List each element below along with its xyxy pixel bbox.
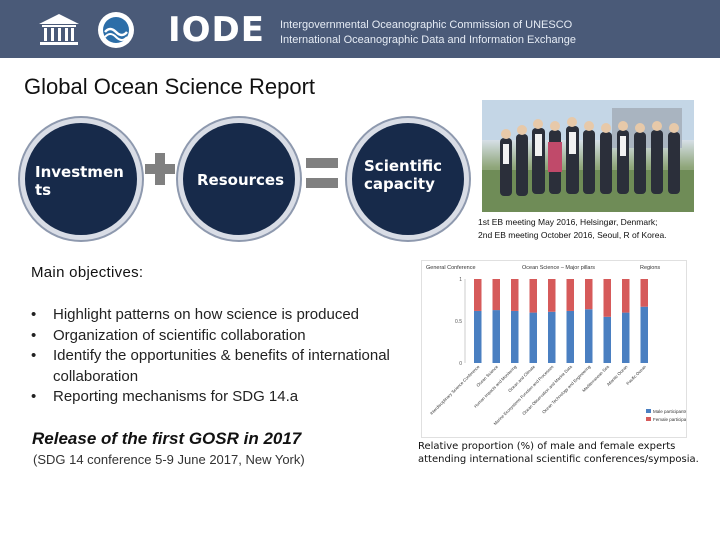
equals-icon xyxy=(306,158,338,188)
chart-group-label-regions: Regions xyxy=(640,265,660,271)
chart-bar-male xyxy=(566,310,574,363)
header-text: Intergovernmental Oceanographic Commissi… xyxy=(280,18,576,48)
objective-item: Organization of scientific collaboration xyxy=(31,326,431,347)
chart-bar-male xyxy=(492,310,500,363)
participants-chart: General Conference Ocean Science – Major … xyxy=(421,260,693,438)
chart-svg: General Conference Ocean Science – Major … xyxy=(426,265,693,426)
chart-legend-label-female: Female participants xyxy=(653,417,686,422)
chart-bar-male xyxy=(640,306,648,363)
objective-item: Reporting mechanisms for SDG 14.a xyxy=(31,387,431,408)
iode-logo: IODE xyxy=(168,10,266,50)
chart-y-tick-label: 0 xyxy=(459,361,462,367)
chart-bar-female xyxy=(585,279,593,310)
investments-circle: Investmen ts xyxy=(20,118,142,240)
chart-bar-female xyxy=(548,279,556,312)
ioc-circle-logo-icon xyxy=(98,12,134,48)
chart-category-label: Interdisciplinary Science Conference xyxy=(429,364,481,416)
chart-bar-female xyxy=(603,279,611,317)
chart-bar-male xyxy=(529,312,537,363)
chart-caption: Relative proportion (%) of male and fema… xyxy=(418,441,699,465)
plus-icon xyxy=(145,153,175,185)
photo-caption: 1st EB meeting May 2016, Helsingør, Denm… xyxy=(478,216,667,242)
objective-item: Identify the opportunities & benefits of… xyxy=(31,346,431,387)
release-subtitle: (SDG 14 conference 5-9 June 2017, New Yo… xyxy=(33,452,305,467)
chart-bar-male xyxy=(548,311,556,363)
chart-y-tick-label: 1 xyxy=(459,277,462,283)
scientific-capacity-label: Scientific capacity xyxy=(364,157,443,193)
chart-bar-male xyxy=(585,309,593,363)
release-title: Release of the first GOSR in 2017 xyxy=(32,429,302,448)
chart-bar-male xyxy=(511,310,519,363)
objectives-list: Highlight patterns on how science is pro… xyxy=(31,305,431,408)
chart-bar-female xyxy=(622,279,630,313)
chart-legend-swatch-male xyxy=(646,409,651,413)
chart-bar-male xyxy=(622,312,630,363)
chart-title: Ocean Science – Major pillars xyxy=(522,265,595,271)
chart-legend-label-male: Male participants xyxy=(653,409,686,414)
group-photo xyxy=(482,100,694,212)
photo-caption-line-2: 2nd EB meeting October 2016, Seoul, R of… xyxy=(478,230,667,240)
chart-category-label: Pacific Ocean xyxy=(625,364,647,386)
chart-y-tick-label: 0.5 xyxy=(455,319,462,325)
chart-bar-female xyxy=(566,279,574,311)
investments-label: Investmen ts xyxy=(35,163,124,199)
header-line-1: Intergovernmental Oceanographic Commissi… xyxy=(280,19,573,31)
header-bar: IODE Intergovernmental Oceanographic Com… xyxy=(0,0,720,58)
header-line-2: International Oceanographic Data and Inf… xyxy=(280,34,576,46)
scientific-capacity-circle: Scientific capacity xyxy=(347,118,469,240)
chart-bar-female xyxy=(511,279,519,311)
chart-legend-swatch-female xyxy=(646,417,651,421)
chart-bar-male xyxy=(474,310,482,363)
objectives-heading: Main objectives: xyxy=(31,264,144,281)
photo-caption-line-1: 1st EB meeting May 2016, Helsingør, Denm… xyxy=(478,217,658,227)
group-photo-people xyxy=(482,100,694,212)
slide-title: Global Ocean Science Report xyxy=(24,74,316,99)
chart-bar-female xyxy=(529,279,537,313)
unesco-logo-icon xyxy=(39,14,79,45)
chart-bar-male xyxy=(603,316,611,363)
chart-bar-female xyxy=(492,279,500,311)
chart-bar-female xyxy=(474,279,482,311)
chart-group-label-general: General Conference xyxy=(426,265,476,271)
chart-bar-female xyxy=(640,279,648,307)
objective-item: Highlight patterns on how science is pro… xyxy=(31,305,431,326)
resources-label: Resources xyxy=(197,171,285,189)
resources-circle: Resources xyxy=(178,118,300,240)
